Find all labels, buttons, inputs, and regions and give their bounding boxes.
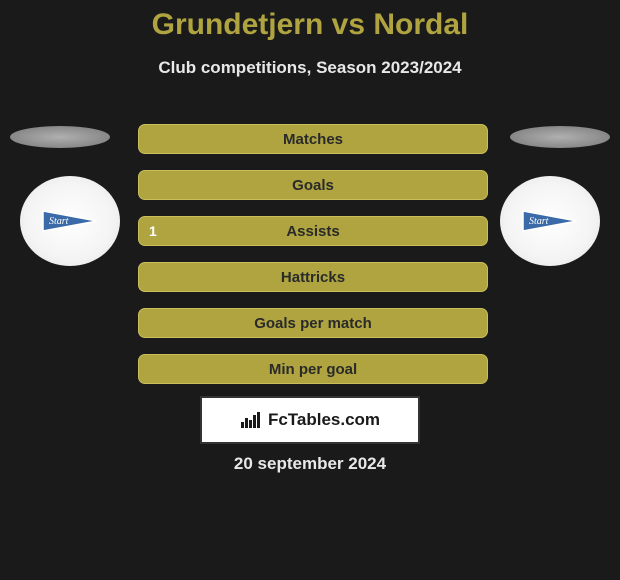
brand-text: FcTables.com — [268, 410, 380, 430]
stat-label: Goals — [292, 177, 334, 194]
stat-row: Hattricks — [138, 262, 488, 294]
brand-bars-icon — [240, 412, 262, 428]
date-text: 20 september 2024 — [0, 454, 620, 474]
stat-label: Matches — [283, 131, 343, 148]
stat-bar-assists: 1 Assists — [138, 216, 488, 246]
player-shadow-right — [510, 126, 610, 148]
brand-badge: FcTables.com — [200, 396, 420, 444]
stat-bar-hattricks: Hattricks — [138, 262, 488, 292]
page-title: Grundetjern vs Nordal — [0, 0, 620, 42]
stat-row: 1 Assists — [138, 216, 488, 248]
stat-row: Matches — [138, 124, 488, 156]
club-badge-right: Start — [500, 176, 600, 266]
svg-text:Start: Start — [49, 216, 69, 227]
club-badge-left: Start — [20, 176, 120, 266]
stat-label: Assists — [286, 223, 339, 240]
stat-row: Goals — [138, 170, 488, 202]
stat-bar-goals: Goals — [138, 170, 488, 200]
stat-row: Goals per match — [138, 308, 488, 340]
stat-value-left: 1 — [149, 223, 157, 239]
player-shadow-left — [10, 126, 110, 148]
svg-text:Start: Start — [529, 216, 549, 227]
page-subtitle: Club competitions, Season 2023/2024 — [0, 58, 620, 78]
pennant-icon: Start — [41, 209, 99, 233]
stat-label: Hattricks — [281, 269, 345, 286]
stat-label: Min per goal — [269, 361, 357, 378]
stat-row: Min per goal — [138, 354, 488, 386]
stat-bar-matches: Matches — [138, 124, 488, 154]
stat-label: Goals per match — [254, 315, 372, 332]
pennant-icon: Start — [521, 209, 579, 233]
stat-bar-goals-per-match: Goals per match — [138, 308, 488, 338]
stat-bars: Matches Goals 1 Assists Hattricks Goals … — [138, 124, 488, 400]
stat-bar-min-per-goal: Min per goal — [138, 354, 488, 384]
